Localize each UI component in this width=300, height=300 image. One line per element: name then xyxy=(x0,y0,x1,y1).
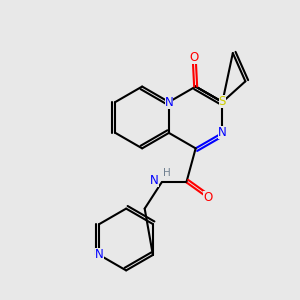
Text: N: N xyxy=(150,174,158,187)
Text: H: H xyxy=(163,168,171,178)
Text: N: N xyxy=(218,126,227,140)
Text: O: O xyxy=(190,51,199,64)
Text: O: O xyxy=(203,191,213,204)
Text: N: N xyxy=(95,248,104,262)
Text: S: S xyxy=(219,95,226,109)
Text: N: N xyxy=(164,95,173,109)
